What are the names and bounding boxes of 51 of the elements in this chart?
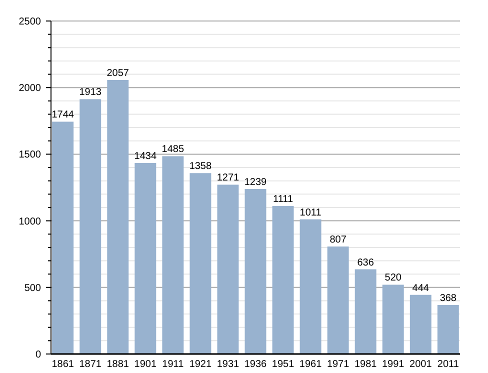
y-tick-label: 500 (24, 282, 42, 294)
data-label: 1271 (216, 172, 240, 184)
bar (354, 269, 376, 354)
x-tick-label: 1921 (189, 359, 212, 370)
bar (437, 304, 459, 354)
x-tick-label: 1901 (134, 359, 157, 370)
y-tick-label: 2000 (18, 83, 42, 94)
bar (190, 173, 212, 354)
x-tick-label: 1971 (326, 359, 350, 370)
bar (107, 80, 129, 354)
data-label: 1239 (244, 176, 268, 188)
data-label: 807 (330, 234, 347, 246)
y-tick-label: 1500 (18, 150, 42, 161)
data-label: 1358 (189, 161, 212, 172)
bar (382, 284, 404, 354)
data-label: 1011 (300, 207, 322, 218)
bar (134, 162, 156, 354)
bar (272, 206, 294, 354)
data-label: 636 (357, 257, 374, 268)
data-label: 2057 (106, 68, 130, 80)
x-tick-label: 1981 (354, 359, 378, 370)
data-label: 1111 (273, 194, 294, 206)
bar (52, 122, 74, 354)
y-tick-label: 1000 (18, 216, 42, 228)
x-tick-label: 1961 (299, 359, 322, 370)
x-tick-label: 2011 (437, 359, 460, 370)
x-tick-label: 1936 (244, 359, 268, 370)
bar (244, 188, 266, 354)
x-tick-label: 1861 (52, 359, 74, 370)
bar (217, 184, 239, 354)
y-tick-label: 2500 (18, 16, 42, 28)
data-label: 1913 (79, 87, 102, 98)
data-label: 1744 (52, 110, 74, 121)
data-label: 444 (412, 282, 430, 294)
data-label: 1434 (134, 150, 157, 162)
bar (80, 99, 102, 354)
bar (327, 246, 349, 354)
bar (410, 294, 432, 354)
x-tick-label: 1931 (216, 359, 240, 370)
x-tick-label: 2001 (410, 359, 432, 370)
data-label: 1485 (162, 144, 184, 156)
data-label: 520 (384, 272, 402, 284)
x-tick-label: 1911 (162, 359, 184, 370)
y-tick-label: 0 (35, 350, 42, 360)
x-tick-label: 1871 (79, 359, 102, 370)
bar (300, 219, 322, 354)
bar (162, 156, 184, 354)
x-tick-label: 1991 (382, 359, 405, 370)
x-tick-label: 1881 (106, 359, 130, 370)
x-tick-label: 1951 (272, 359, 295, 370)
data-label: 368 (440, 292, 457, 304)
